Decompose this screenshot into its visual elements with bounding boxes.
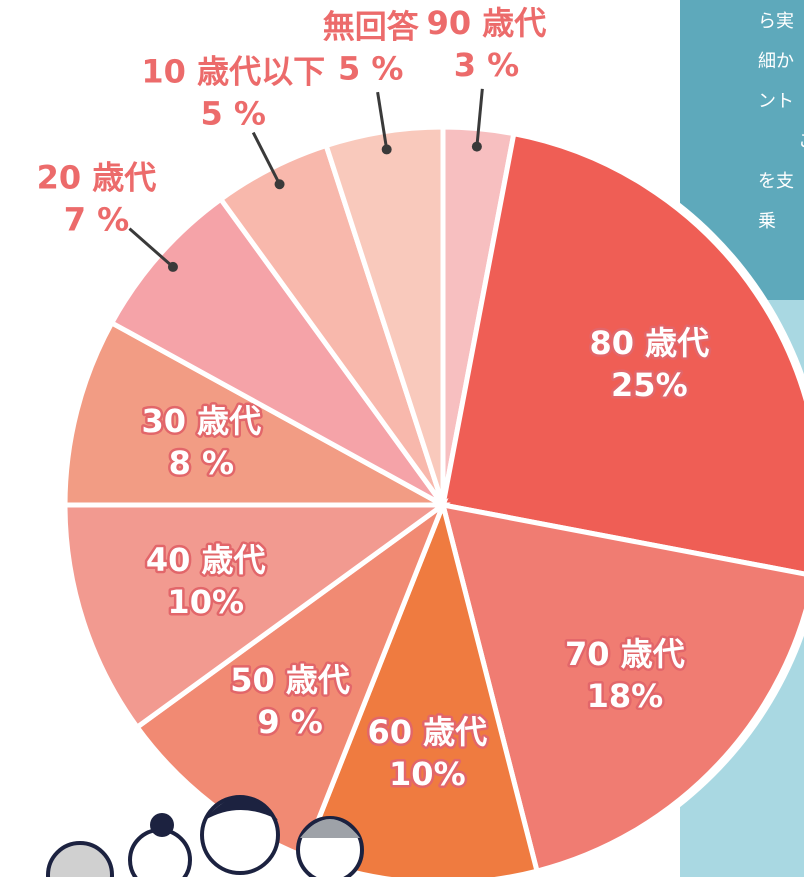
- slice-label: 70 歳代: [565, 635, 685, 673]
- background-text: ント: [758, 91, 794, 112]
- value-label: 10%: [389, 755, 466, 793]
- slice-label: 20 歳代: [37, 158, 157, 196]
- value-label: 9 %: [257, 703, 322, 741]
- pie-slice: [62, 502, 451, 731]
- background-text: 細か: [758, 51, 794, 72]
- background-text: を支: [758, 171, 794, 192]
- slice-label: 30 歳代: [142, 402, 262, 440]
- leader-line: [475, 88, 484, 147]
- pie-slice: [133, 497, 449, 860]
- slice-label: 無回答: [323, 8, 420, 46]
- leader-dot: [167, 261, 178, 272]
- pie-slice: [439, 501, 804, 875]
- slice-label: 80 歳代: [589, 324, 709, 362]
- slice-label: 10 歳代以下: [141, 52, 325, 90]
- slice-label: 40 歳代: [146, 541, 266, 579]
- leader-dot: [471, 141, 482, 152]
- value-label: 5 %: [201, 94, 266, 132]
- leader-line: [376, 91, 389, 150]
- people-illustration: [46, 795, 364, 877]
- value-label: 25%: [611, 366, 688, 404]
- leader-dot: [274, 179, 285, 190]
- value-label: 5 %: [338, 50, 403, 88]
- slice-label: 90 歳代: [427, 4, 547, 42]
- leader-line: [251, 131, 281, 185]
- pie-slice: [62, 319, 445, 508]
- background-text: 乗: [758, 211, 776, 232]
- background-text: ら実: [758, 11, 794, 32]
- value-label: 10%: [167, 583, 244, 621]
- leader-line: [128, 227, 174, 269]
- value-label: 7 %: [64, 200, 129, 238]
- slice-label: 50 歳代: [230, 661, 350, 699]
- value-label: 3 %: [454, 46, 519, 84]
- pie-slice: [440, 130, 804, 577]
- slice-label: 60 歳代: [367, 713, 487, 751]
- background-text: こ: [798, 131, 804, 152]
- value-label: 18%: [587, 677, 664, 715]
- leader-dot: [381, 144, 392, 155]
- value-label: 8 %: [169, 444, 234, 482]
